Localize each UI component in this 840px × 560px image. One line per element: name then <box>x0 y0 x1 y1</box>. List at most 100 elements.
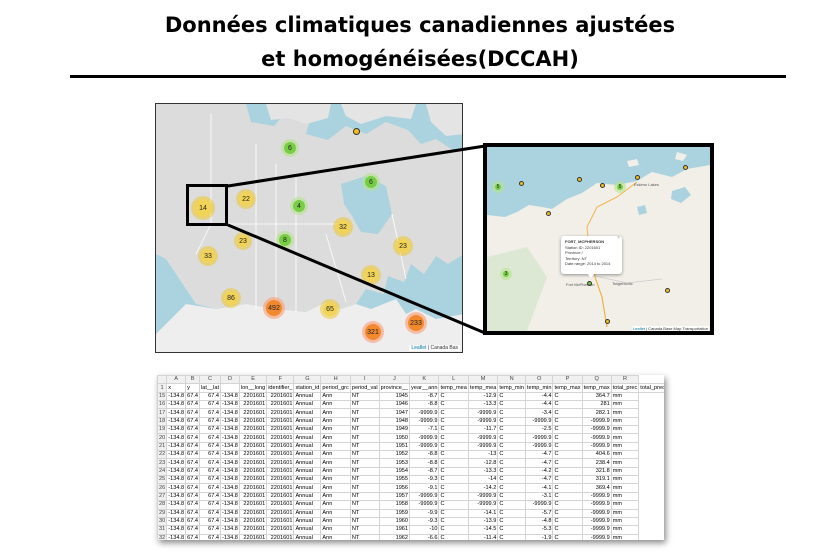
table-cell[interactable]: NT <box>349 483 380 493</box>
table-cell[interactable]: 2201601 <box>266 508 295 518</box>
table-cell[interactable]: 67.4 <box>198 491 222 502</box>
table-cell[interactable]: NT <box>349 450 380 460</box>
row-number[interactable]: 16 <box>157 400 168 410</box>
marker-cluster[interactable]: 4 <box>290 197 308 215</box>
table-cell[interactable]: C <box>497 408 526 418</box>
table-cell[interactable]: 1950 <box>378 433 411 443</box>
table-cell[interactable]: -134.8 <box>220 508 240 518</box>
column-letter[interactable]: Q <box>581 375 612 385</box>
table-cell[interactable]: C <box>497 391 526 402</box>
table-cell[interactable]: NT <box>349 525 380 535</box>
table-cell[interactable]: C <box>438 533 469 540</box>
table-cell[interactable]: 2201601 <box>266 441 295 452</box>
table-cell[interactable]: -9999.9 <box>581 533 612 540</box>
row-number[interactable]: 24 <box>157 466 168 477</box>
canada-map[interactable]: 6 6 14 22 4 32 23 8 23 33 13 86 492 65 233 321 Leaflet … <box>155 103 463 353</box>
table-cell[interactable]: -12.9 <box>467 391 499 402</box>
table-cell[interactable]: C <box>438 458 469 468</box>
table-cell[interactable]: C <box>438 433 469 443</box>
table-cell[interactable]: 67.4 <box>185 391 200 402</box>
marker-cluster[interactable]: 5 <box>614 181 626 193</box>
table-cell[interactable]: Annual <box>293 408 322 418</box>
table-cell[interactable]: C <box>438 516 469 527</box>
table-cell[interactable]: Ann <box>320 441 351 452</box>
table-cell[interactable]: Annual <box>293 416 322 427</box>
table-cell[interactable]: 67.4 <box>185 425 200 435</box>
table-cell[interactable]: 1958 <box>378 500 411 510</box>
table-cell[interactable]: mm <box>610 516 640 527</box>
table-cell[interactable]: NT <box>349 500 380 510</box>
table-cell[interactable]: -8.7 <box>409 466 440 477</box>
table-cell[interactable]: -9999.9 <box>409 500 440 510</box>
table-cell[interactable]: C <box>438 475 469 485</box>
popup-close-icon[interactable]: × <box>617 235 620 241</box>
table-cell[interactable]: 67.4 <box>198 458 222 468</box>
table-cell[interactable]: Annual <box>293 391 322 402</box>
table-cell[interactable]: 2201601 <box>266 425 295 435</box>
marker-cluster[interactable]: 33 <box>198 246 218 266</box>
table-cell[interactable]: 67.4 <box>185 491 200 502</box>
table-cell[interactable]: 67.4 <box>185 533 200 540</box>
row-number[interactable]: 31 <box>157 525 168 535</box>
table-cell[interactable]: -9999.9 <box>524 441 554 452</box>
table-cell[interactable]: C <box>497 500 526 510</box>
table-cell[interactable]: NT <box>349 466 380 477</box>
table-cell[interactable]: 67.4 <box>185 525 200 535</box>
table-cell[interactable]: -8.7 <box>409 391 440 402</box>
table-cell[interactable]: 2201601 <box>266 433 295 443</box>
table-cell[interactable]: y <box>185 383 200 393</box>
table-cell[interactable]: Ann <box>320 433 351 443</box>
table-cell[interactable]: Ann <box>320 533 351 540</box>
table-cell[interactable]: Ann <box>320 458 351 468</box>
table-cell[interactable]: Annual <box>293 450 322 460</box>
table-cell[interactable]: -9.1 <box>409 483 440 493</box>
row-number[interactable]: 15 <box>157 391 168 402</box>
table-cell[interactable]: 2201601 <box>238 391 268 402</box>
table-cell[interactable]: period_grc <box>320 383 351 393</box>
table-cell[interactable]: 282.1 <box>581 408 612 418</box>
table-cell[interactable]: Ann <box>320 483 351 493</box>
row-number[interactable]: 32 <box>157 533 168 540</box>
table-cell[interactable]: 67.4 <box>198 466 222 477</box>
table-cell[interactable]: -134.8 <box>166 475 187 485</box>
table-cell[interactable]: 2201601 <box>238 433 268 443</box>
table-cell[interactable]: Annual <box>293 433 322 443</box>
table-cell[interactable]: C <box>497 525 526 535</box>
column-letter[interactable]: N <box>497 375 526 385</box>
table-cell[interactable]: Ann <box>320 416 351 427</box>
row-number[interactable]: 26 <box>157 483 168 493</box>
table-cell[interactable]: lat__lat <box>198 383 222 393</box>
table-cell[interactable]: Annual <box>293 525 322 535</box>
table-cell[interactable]: -134.8 <box>220 400 240 410</box>
table-cell[interactable]: C <box>552 466 583 477</box>
selected-station-marker[interactable] <box>587 281 592 286</box>
table-cell[interactable]: -14.5 <box>467 525 499 535</box>
column-letter[interactable]: I <box>349 375 380 385</box>
table-cell[interactable]: -134.8 <box>220 450 240 460</box>
table-cell[interactable]: -9999.9 <box>581 441 612 452</box>
table-cell[interactable]: 1957 <box>378 491 411 502</box>
table-cell[interactable]: -4.4 <box>524 400 554 410</box>
table-cell[interactable]: 1955 <box>378 475 411 485</box>
table-cell[interactable]: Ann <box>320 491 351 502</box>
table-cell[interactable]: -9999.9 <box>409 491 440 502</box>
table-cell[interactable]: -134.8 <box>220 466 240 477</box>
table-cell[interactable]: C <box>552 400 583 410</box>
table-cell[interactable]: 281 <box>581 400 612 410</box>
table-cell[interactable]: -13.3 <box>467 466 499 477</box>
table-cell[interactable]: C <box>552 391 583 402</box>
table-cell[interactable]: mm <box>610 491 640 502</box>
marker-cluster[interactable]: 492 <box>263 297 285 319</box>
table-cell[interactable]: -9999.9 <box>581 416 612 427</box>
station-marker[interactable] <box>635 175 640 180</box>
table-cell[interactable]: C <box>438 416 469 427</box>
table-cell[interactable]: total_prec <box>638 383 664 393</box>
table-cell[interactable]: 2201601 <box>238 525 268 535</box>
station-marker[interactable] <box>605 319 610 324</box>
table-cell[interactable]: 1960 <box>378 516 411 527</box>
table-cell[interactable]: NT <box>349 416 380 427</box>
leaflet-link[interactable]: Leaflet <box>632 326 645 331</box>
table-cell[interactable]: -134.8 <box>220 433 240 443</box>
table-cell[interactable]: -9999.9 <box>467 441 499 452</box>
table-cell[interactable]: -4.4 <box>524 391 554 402</box>
